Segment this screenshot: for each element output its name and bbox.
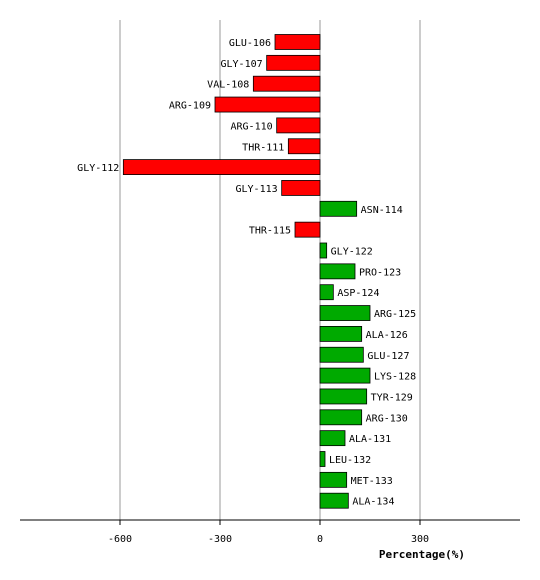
bar bbox=[319, 409, 363, 426]
bar bbox=[319, 388, 368, 405]
bar-label: GLY-122 bbox=[331, 247, 373, 258]
bar bbox=[276, 117, 321, 134]
bar-label: GLY-107 bbox=[221, 59, 263, 70]
bar-label: ALA-126 bbox=[366, 330, 408, 341]
bar bbox=[294, 221, 321, 238]
bar-label: ARG-125 bbox=[374, 309, 416, 320]
bar-label: ALA-131 bbox=[349, 434, 391, 445]
bar bbox=[319, 430, 346, 447]
bar bbox=[274, 34, 321, 50]
x-axis-ticks: -600 -300 0 300 bbox=[108, 520, 429, 545]
x-tick-label: -300 bbox=[208, 534, 232, 545]
bar bbox=[319, 200, 358, 217]
bar-label: LEU-132 bbox=[329, 455, 371, 466]
bar bbox=[319, 263, 356, 280]
bar-label: ARG-109 bbox=[169, 101, 211, 112]
bar bbox=[319, 346, 364, 363]
bar bbox=[266, 54, 321, 71]
x-tick-label: -600 bbox=[108, 534, 132, 545]
bar bbox=[319, 492, 349, 509]
bar bbox=[319, 242, 328, 259]
bar bbox=[319, 451, 326, 467]
bar-label: GLY-112 bbox=[77, 163, 119, 174]
bar-label: ASN-114 bbox=[361, 205, 403, 216]
bars bbox=[122, 34, 371, 509]
bar-label: THR-115 bbox=[249, 226, 291, 237]
bar-label: TYR-129 bbox=[371, 392, 413, 403]
bar-label: PRO-123 bbox=[359, 267, 401, 278]
bar-label: GLY-113 bbox=[236, 184, 278, 195]
bar-label: LYS-128 bbox=[374, 372, 416, 383]
bar bbox=[214, 96, 321, 113]
bar-labels: GLU-106 GLY-107 VAL-108 ARG-109 ARG-110 THR-1… bbox=[77, 38, 416, 508]
bar-label: GLU-127 bbox=[367, 351, 409, 362]
bar-label: ASP-124 bbox=[337, 288, 379, 299]
bar bbox=[287, 138, 321, 155]
bar bbox=[319, 305, 371, 321]
bar-label: THR-111 bbox=[242, 142, 284, 153]
bar bbox=[319, 471, 348, 488]
bar-label: ARG-130 bbox=[366, 413, 408, 424]
x-tick-label: 0 bbox=[317, 534, 323, 545]
bar bbox=[319, 325, 363, 342]
bar-label: VAL-108 bbox=[207, 80, 249, 91]
bar bbox=[319, 367, 371, 384]
bar bbox=[122, 159, 321, 176]
bar bbox=[281, 180, 321, 196]
x-axis-title: Percentage(%) bbox=[379, 548, 465, 561]
bar bbox=[252, 75, 321, 92]
bar-label: MET-133 bbox=[351, 476, 393, 487]
x-tick-label: 300 bbox=[411, 534, 429, 545]
bar-label: GLU-106 bbox=[229, 38, 271, 49]
bar-label: ARG-110 bbox=[231, 121, 273, 132]
bar bbox=[319, 284, 334, 301]
bar-label: ALA-134 bbox=[352, 497, 394, 508]
